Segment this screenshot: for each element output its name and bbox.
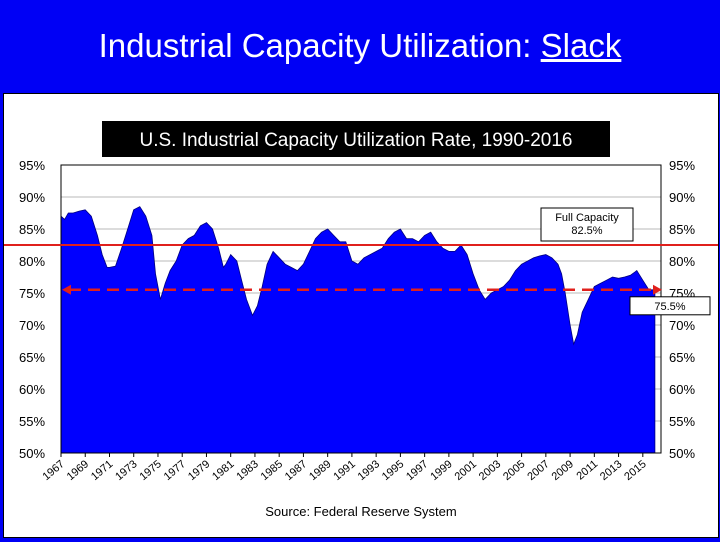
- y-tick-label-left: 55%: [19, 414, 45, 429]
- utilization-area: [60, 206, 656, 454]
- x-tick-label: 1997: [404, 458, 430, 483]
- y-tick-label-left: 90%: [19, 190, 45, 205]
- x-tick-label: 1971: [89, 458, 115, 483]
- chart-source: Source: Federal Reserve System: [265, 504, 456, 519]
- x-tick-label: 1989: [307, 458, 333, 483]
- x-tick-label: 1973: [113, 458, 139, 483]
- arrow-left: [62, 284, 71, 295]
- y-tick-label-right: 55%: [669, 414, 695, 429]
- y-tick-label-left: 50%: [19, 446, 45, 461]
- y-tick-label-left: 65%: [19, 350, 45, 365]
- x-tick-label: 2007: [525, 458, 551, 483]
- y-tick-label-right: 60%: [669, 382, 695, 397]
- x-tick-label: 1977: [162, 458, 188, 483]
- full-capacity-label: 82.5%: [571, 225, 602, 237]
- x-tick-label: 1979: [186, 458, 212, 483]
- y-tick-label-left: 80%: [19, 254, 45, 269]
- full-capacity-label: Full Capacity: [555, 212, 619, 224]
- arrow-right: [653, 284, 662, 295]
- x-tick-label: 1985: [259, 458, 285, 483]
- y-tick-label-left: 75%: [19, 286, 45, 301]
- y-tick-label-right: 80%: [669, 254, 695, 269]
- y-tick-label-right: 65%: [669, 350, 695, 365]
- slide-title: Industrial Capacity Utilization: Slack: [0, 0, 720, 92]
- x-tick-label: 2011: [574, 458, 600, 482]
- capacity-utilization-chart: U.S. Industrial Capacity Utilization Rat…: [4, 121, 718, 519]
- x-tick-label: 1983: [234, 458, 260, 483]
- y-tick-label-right: 50%: [669, 446, 695, 461]
- y-tick-label-right: 85%: [669, 222, 695, 237]
- chart-title: U.S. Industrial Capacity Utilization Rat…: [139, 130, 572, 151]
- x-tick-label: 1967: [40, 458, 66, 483]
- chart-panel: U.S. Industrial Capacity Utilization Rat…: [3, 93, 719, 538]
- x-tick-label: 1975: [137, 458, 163, 483]
- x-tick-label: 2009: [550, 458, 576, 483]
- x-tick-label: 2015: [622, 458, 648, 483]
- y-tick-label-right: 70%: [669, 318, 695, 333]
- average-label: 75.5%: [654, 301, 685, 313]
- x-tick-label: 2013: [598, 458, 624, 483]
- x-tick-label: 1995: [380, 458, 406, 483]
- slide-title-emphasis: Slack: [540, 27, 622, 64]
- x-tick-label: 2003: [477, 458, 503, 483]
- y-tick-label-left: 60%: [19, 382, 45, 397]
- average-callout-box: [629, 296, 711, 316]
- y-tick-label-left: 70%: [19, 318, 45, 333]
- x-tick-label: 1969: [65, 458, 91, 483]
- x-tick-label: 1981: [210, 458, 236, 483]
- x-tick-label: 1999: [428, 458, 454, 483]
- y-tick-label-right: 90%: [669, 190, 695, 205]
- x-tick-label: 1993: [356, 458, 382, 483]
- y-tick-label-left: 85%: [19, 222, 45, 237]
- x-tick-label: 1987: [283, 458, 309, 483]
- data-area-layer: [60, 206, 656, 454]
- x-tick-label: 1991: [331, 458, 357, 483]
- chart-title-box: [102, 121, 610, 157]
- full-capacity-callout-box: [540, 207, 634, 242]
- x-tick-label: 2001: [453, 458, 479, 483]
- y-tick-label-left: 95%: [19, 158, 45, 173]
- x-tick-label: 2005: [501, 458, 527, 483]
- y-tick-label-right: 95%: [669, 158, 695, 173]
- slide-title-main: Industrial Capacity Utilization:: [98, 27, 541, 64]
